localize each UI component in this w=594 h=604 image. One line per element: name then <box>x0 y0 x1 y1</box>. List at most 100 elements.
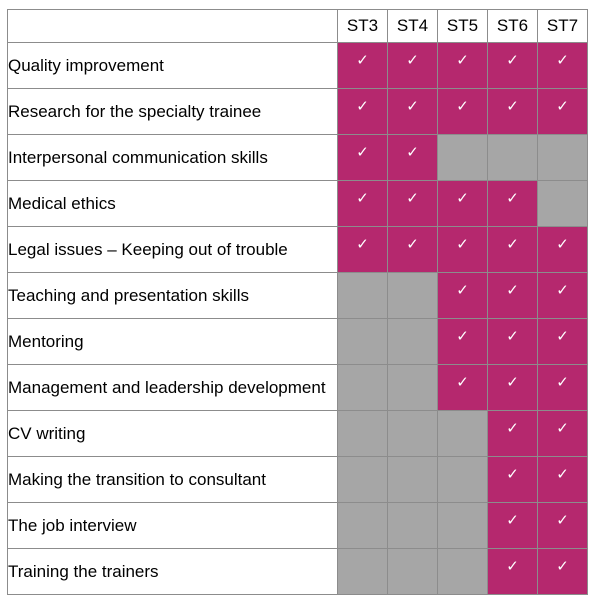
included-cell: ✓ <box>337 226 388 273</box>
checkmark-icon: ✓ <box>556 464 569 483</box>
topic-label: Training the trainers <box>7 548 338 595</box>
included-cell: ✓ <box>487 226 538 273</box>
checkmark-icon: ✓ <box>406 234 419 253</box>
table-row: Teaching and presentation skills ✓ ✓ ✓ <box>7 272 588 319</box>
checkmark-icon: ✓ <box>456 188 469 207</box>
checkmark-icon: ✓ <box>506 96 519 115</box>
not-included-cell <box>487 134 538 181</box>
included-cell: ✓ <box>387 88 438 135</box>
stage-header-st7: ST7 <box>537 9 588 43</box>
checkmark-icon: ✓ <box>356 142 369 161</box>
checkmark-icon: ✓ <box>506 510 519 529</box>
stage-header-st4: ST4 <box>387 9 438 43</box>
included-cell: ✓ <box>537 318 588 365</box>
included-cell: ✓ <box>437 364 488 411</box>
checkmark-icon: ✓ <box>506 464 519 483</box>
table-row: Training the trainers ✓ ✓ <box>7 548 588 595</box>
checkmark-icon: ✓ <box>456 96 469 115</box>
table-row: The job interview ✓ ✓ <box>7 502 588 549</box>
not-included-cell <box>537 134 588 181</box>
checkmark-icon: ✓ <box>506 234 519 253</box>
checkmark-icon: ✓ <box>556 418 569 437</box>
header-corner <box>7 9 338 43</box>
included-cell: ✓ <box>437 88 488 135</box>
stage-header-st3: ST3 <box>337 9 388 43</box>
included-cell: ✓ <box>537 410 588 457</box>
checkmark-icon: ✓ <box>456 326 469 345</box>
not-included-cell <box>437 502 488 549</box>
checkmark-icon: ✓ <box>456 372 469 391</box>
topic-label: Management and leadership development <box>7 364 338 411</box>
checkmark-icon: ✓ <box>506 372 519 391</box>
training-matrix-table: ST3 ST4 ST5 ST6 ST7 Quality improvement ✓… <box>7 9 588 595</box>
included-cell: ✓ <box>337 88 388 135</box>
table-row: Making the transition to consultant ✓ ✓ <box>7 456 588 503</box>
included-cell: ✓ <box>337 180 388 227</box>
not-included-cell <box>337 548 388 595</box>
included-cell: ✓ <box>337 134 388 181</box>
not-included-cell <box>537 180 588 227</box>
included-cell: ✓ <box>337 42 388 89</box>
header-row: ST3 ST4 ST5 ST6 ST7 <box>7 9 588 43</box>
not-included-cell <box>387 272 438 319</box>
table-row: Interpersonal communication skills ✓ ✓ <box>7 134 588 181</box>
checkmark-icon: ✓ <box>556 372 569 391</box>
not-included-cell <box>337 456 388 503</box>
not-included-cell <box>437 456 488 503</box>
checkmark-icon: ✓ <box>356 50 369 69</box>
topic-label: CV writing <box>7 410 338 457</box>
checkmark-icon: ✓ <box>506 188 519 207</box>
table-row: Legal issues – Keeping out of trouble ✓ ✓ ✓… <box>7 226 588 273</box>
table-row: Medical ethics ✓ ✓ ✓ ✓ <box>7 180 588 227</box>
not-included-cell <box>387 456 438 503</box>
included-cell: ✓ <box>537 272 588 319</box>
checkmark-icon: ✓ <box>506 418 519 437</box>
included-cell: ✓ <box>387 42 438 89</box>
checkmark-icon: ✓ <box>556 326 569 345</box>
table-row: CV writing ✓ ✓ <box>7 410 588 457</box>
included-cell: ✓ <box>387 180 438 227</box>
included-cell: ✓ <box>437 272 488 319</box>
included-cell: ✓ <box>537 88 588 135</box>
checkmark-icon: ✓ <box>406 96 419 115</box>
table-row: Mentoring ✓ ✓ ✓ <box>7 318 588 365</box>
checkmark-icon: ✓ <box>556 280 569 299</box>
topic-label: Quality improvement <box>7 42 338 89</box>
checkmark-icon: ✓ <box>556 234 569 253</box>
table-row: Quality improvement ✓ ✓ ✓ ✓ ✓ <box>7 42 588 89</box>
not-included-cell <box>437 410 488 457</box>
table-row: Management and leadership development ✓ ✓ ✓ <box>7 364 588 411</box>
not-included-cell <box>387 502 438 549</box>
included-cell: ✓ <box>537 548 588 595</box>
included-cell: ✓ <box>487 456 538 503</box>
stage-header-st6: ST6 <box>487 9 538 43</box>
not-included-cell <box>387 548 438 595</box>
included-cell: ✓ <box>487 502 538 549</box>
included-cell: ✓ <box>537 502 588 549</box>
not-included-cell <box>337 410 388 457</box>
topic-label: The job interview <box>7 502 338 549</box>
checkmark-icon: ✓ <box>506 280 519 299</box>
included-cell: ✓ <box>487 364 538 411</box>
checkmark-icon: ✓ <box>456 50 469 69</box>
checkmark-icon: ✓ <box>556 556 569 575</box>
included-cell: ✓ <box>487 318 538 365</box>
included-cell: ✓ <box>437 180 488 227</box>
checkmark-icon: ✓ <box>556 96 569 115</box>
matrix-body: Quality improvement ✓ ✓ ✓ ✓ ✓ Research for the… <box>7 42 588 595</box>
stage-header-st5: ST5 <box>437 9 488 43</box>
checkmark-icon: ✓ <box>506 326 519 345</box>
checkmark-icon: ✓ <box>556 50 569 69</box>
topic-label: Legal issues – Keeping out of trouble <box>7 226 338 273</box>
checkmark-icon: ✓ <box>556 510 569 529</box>
checkmark-icon: ✓ <box>506 556 519 575</box>
checkmark-icon: ✓ <box>356 234 369 253</box>
checkmark-icon: ✓ <box>456 280 469 299</box>
topic-label: Making the transition to consultant <box>7 456 338 503</box>
topic-label: Research for the specialty trainee <box>7 88 338 135</box>
topic-label: Teaching and presentation skills <box>7 272 338 319</box>
included-cell: ✓ <box>487 410 538 457</box>
not-included-cell <box>437 548 488 595</box>
not-included-cell <box>337 364 388 411</box>
included-cell: ✓ <box>387 134 438 181</box>
